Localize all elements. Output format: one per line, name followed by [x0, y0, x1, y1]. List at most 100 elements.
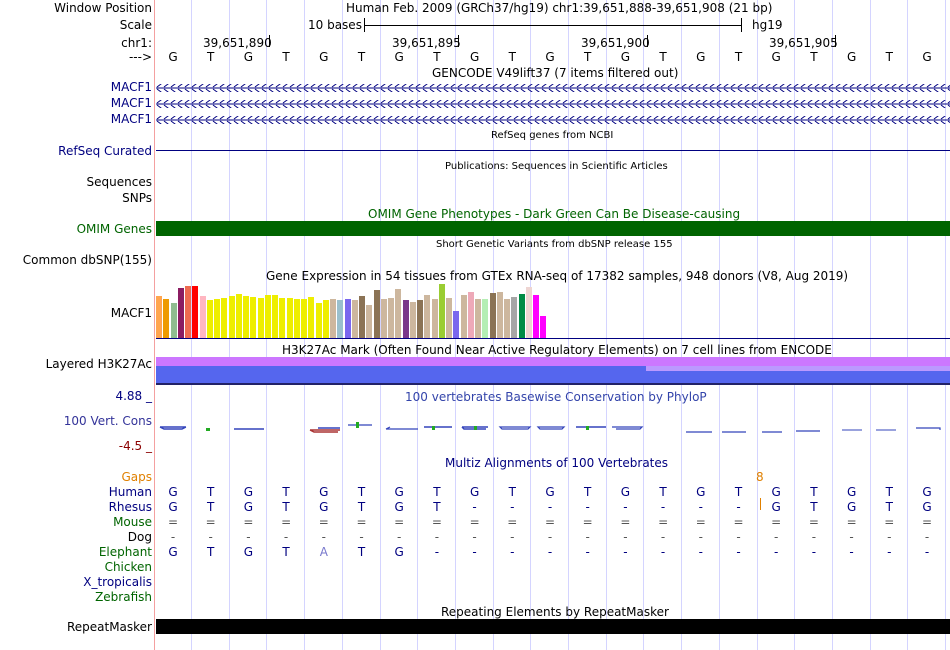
dna-base[interactable]: G: [545, 50, 555, 64]
h3k27ac-track-label[interactable]: Layered H3K27Ac: [45, 357, 152, 371]
species-label-rhesus[interactable]: Rhesus: [108, 500, 152, 514]
species-label-dog[interactable]: Dog: [127, 530, 152, 544]
publications-snps-label[interactable]: SNPs: [122, 191, 152, 205]
gtex-tissue-bar[interactable]: [345, 299, 351, 338]
species-label-zebrafish[interactable]: Zebrafish: [95, 590, 152, 604]
gtex-tissue-bar[interactable]: [468, 292, 474, 338]
dbsnp-track-title[interactable]: Short Genetic Variants from dbSNP releas…: [436, 239, 673, 250]
gtex-tissue-bar[interactable]: [185, 286, 191, 338]
gtex-tissue-bar[interactable]: [163, 299, 169, 338]
gencode-track-label[interactable]: MACF1: [110, 96, 152, 110]
dna-base[interactable]: T: [433, 50, 441, 64]
gtex-tissue-bar[interactable]: [250, 297, 256, 338]
dna-base[interactable]: T: [282, 50, 290, 64]
dna-base[interactable]: T: [885, 50, 893, 64]
gencode-track-label[interactable]: MACF1: [110, 112, 152, 126]
gtex-tissue-bar[interactable]: [424, 295, 430, 338]
gtex-bar-chart[interactable]: [156, 284, 950, 338]
gtex-tissue-bar[interactable]: [519, 294, 525, 338]
dna-base[interactable]: G: [922, 50, 932, 64]
h3k27ac-signal-upper[interactable]: [156, 357, 950, 366]
phylop-signal[interactable]: [156, 418, 950, 438]
gtex-tissue-bar[interactable]: [316, 303, 322, 338]
gtex-tissue-bar[interactable]: [323, 300, 329, 338]
dna-base[interactable]: G: [243, 50, 254, 64]
dna-base[interactable]: T: [584, 50, 592, 64]
dna-base[interactable]: T: [810, 50, 818, 64]
gtex-tissue-bar[interactable]: [207, 300, 213, 338]
gtex-tissue-bar[interactable]: [490, 293, 496, 338]
species-label-mouse[interactable]: Mouse: [113, 515, 152, 529]
dna-base[interactable]: G: [469, 50, 480, 64]
gtex-tissue-bar[interactable]: [482, 299, 488, 338]
window-position-text[interactable]: Human Feb. 2009 (GRCh37/hg19) chr1:39,65…: [346, 1, 773, 15]
gtex-tissue-bar[interactable]: [388, 298, 394, 338]
gtex-tissue-bar[interactable]: [533, 295, 539, 338]
gtex-tissue-bar[interactable]: [540, 316, 546, 338]
dna-base[interactable]: T: [508, 50, 516, 64]
gtex-tissue-bar[interactable]: [279, 298, 285, 338]
gtex-tissue-bar[interactable]: [200, 296, 206, 338]
dna-base[interactable]: T: [357, 50, 366, 64]
dna-base[interactable]: T: [207, 50, 215, 64]
gtex-tissue-bar[interactable]: [432, 299, 438, 338]
gtex-tissue-bar[interactable]: [417, 300, 423, 338]
multiz-gaps-label[interactable]: Gaps: [121, 470, 152, 484]
phylop-track-title[interactable]: 100 vertebrates Basewise Conservation by…: [405, 390, 707, 404]
gencode-transcript-1[interactable]: [156, 84, 950, 92]
repeatmasker-element[interactable]: [156, 619, 950, 634]
publications-track-title[interactable]: Publications: Sequences in Scientific Ar…: [445, 161, 668, 172]
gtex-tissue-bar[interactable]: [301, 299, 307, 338]
gencode-track-title[interactable]: GENCODE V49lift37 (7 items filtered out): [432, 66, 679, 80]
gtex-tissue-bar[interactable]: [221, 298, 227, 338]
publications-sequences-label[interactable]: Sequences: [86, 175, 152, 189]
repeatmasker-track-title[interactable]: Repeating Elements by RepeatMasker: [441, 605, 669, 619]
gtex-tissue-bar[interactable]: [337, 300, 343, 338]
dna-base[interactable]: G: [319, 50, 329, 64]
gtex-tissue-bar[interactable]: [461, 295, 467, 338]
dna-base[interactable]: T: [659, 50, 667, 64]
gtex-tissue-bar[interactable]: [453, 311, 459, 338]
refseq-track-title[interactable]: RefSeq genes from NCBI: [491, 130, 614, 141]
multiz-gap-count[interactable]: 8: [756, 470, 764, 484]
gtex-tissue-bar[interactable]: [439, 284, 445, 338]
gtex-tissue-bar[interactable]: [475, 299, 481, 338]
multiz-track-title[interactable]: Multiz Alignments of 100 Vertebrates: [445, 456, 669, 470]
phylop-track-label[interactable]: 100 Vert. Cons: [63, 414, 152, 428]
gtex-tissue-bar[interactable]: [504, 299, 510, 338]
gtex-track-label[interactable]: MACF1: [110, 306, 152, 320]
repeatmasker-track-label[interactable]: RepeatMasker: [66, 620, 152, 634]
gtex-tissue-bar[interactable]: [294, 299, 300, 338]
gtex-tissue-bar[interactable]: [374, 290, 380, 338]
refseq-transcript-line[interactable]: [156, 150, 950, 151]
species-label-x-tropicalis[interactable]: X_tropicalis: [83, 575, 152, 589]
refseq-track-label[interactable]: RefSeq Curated: [58, 144, 152, 158]
species-label-chicken[interactable]: Chicken: [104, 560, 152, 574]
dna-base[interactable]: G: [394, 50, 404, 64]
omim-track-title[interactable]: OMIM Gene Phenotypes - Dark Green Can Be…: [368, 207, 741, 221]
gtex-tissue-bar[interactable]: [352, 300, 358, 338]
gtex-tissue-bar[interactable]: [192, 286, 198, 338]
gtex-tissue-bar[interactable]: [308, 297, 314, 338]
gtex-tissue-bar[interactable]: [330, 299, 336, 338]
gtex-tissue-bar[interactable]: [395, 289, 401, 338]
gtex-tissue-bar[interactable]: [236, 294, 242, 338]
gtex-tissue-bar[interactable]: [381, 299, 387, 338]
dbsnp-track-label[interactable]: Common dbSNP(155): [22, 253, 152, 267]
gtex-tissue-bar[interactable]: [258, 298, 264, 338]
dna-base[interactable]: G: [846, 50, 857, 64]
gtex-tissue-bar[interactable]: [272, 295, 278, 338]
omim-track-label[interactable]: OMIM Genes: [76, 222, 152, 236]
omim-gene-bar[interactable]: [156, 221, 950, 236]
gencode-track-label[interactable]: MACF1: [110, 80, 152, 94]
species-label-human[interactable]: Human: [108, 485, 152, 499]
gtex-tissue-bar[interactable]: [178, 288, 184, 338]
gtex-tissue-bar[interactable]: [410, 302, 416, 338]
gtex-tissue-bar[interactable]: [446, 298, 452, 338]
gtex-track-title[interactable]: Gene Expression in 54 tissues from GTEx …: [266, 269, 849, 283]
gtex-tissue-bar[interactable]: [171, 303, 177, 338]
gencode-transcript-3[interactable]: [156, 116, 950, 124]
gencode-transcript-2[interactable]: [156, 100, 950, 108]
gtex-tissue-bar[interactable]: [229, 296, 235, 338]
